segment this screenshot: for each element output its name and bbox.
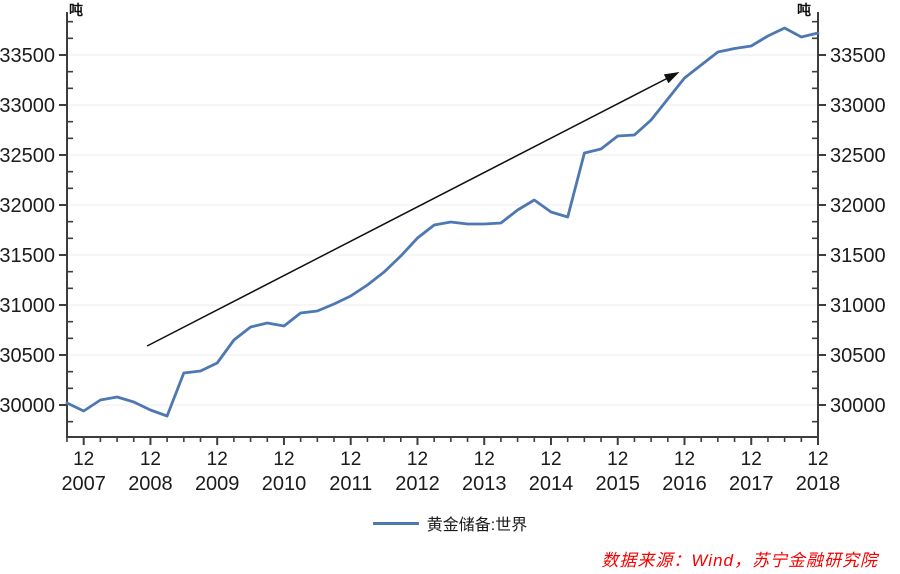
x-tick-month-label: 12 [674, 449, 695, 470]
x-tick-year-label: 2012 [395, 473, 440, 495]
y-tick-label: 33000 [0, 95, 55, 117]
y-tick-label: 33500 [0, 45, 55, 67]
y-tick-label: 31500 [830, 245, 886, 267]
x-tick-year-label: 2016 [662, 473, 707, 495]
x-tick-month-label: 12 [807, 449, 828, 470]
x-tick-month-label: 12 [273, 449, 294, 470]
x-tick-year-label: 2007 [61, 473, 106, 495]
y-tick-label: 31500 [0, 245, 55, 267]
y-tick-label: 31000 [830, 295, 886, 317]
series-line [65, 26, 820, 418]
trend-arrow-line [146, 75, 672, 347]
trend-arrow-head [663, 72, 680, 84]
x-tick-year-label: 2015 [595, 473, 640, 495]
x-tick-year-label: 2018 [796, 473, 841, 495]
x-tick-year-label: 2008 [128, 473, 173, 495]
y-tick-label: 33000 [830, 95, 886, 117]
x-tick-month-label: 12 [340, 449, 361, 470]
legend: 黄金储备:世界 [0, 512, 900, 534]
y-tick-label: 32000 [0, 195, 55, 217]
y-tick-label: 33500 [830, 45, 886, 67]
x-tick-year-label: 2011 [329, 473, 372, 495]
x-tick-month-label: 12 [73, 449, 94, 470]
x-tick-month-label: 12 [741, 449, 762, 470]
x-tick-month-label: 12 [540, 449, 561, 470]
x-tick-month-label: 12 [607, 449, 628, 470]
gold-reserves-chart: 30000 30000 30500 30500 31000 31000 31500 31500… [0, 12, 886, 495]
y-axis-unit-label-right: 吨 [797, 2, 811, 18]
legend-line-swatch [372, 521, 419, 525]
x-tick-year-label: 2010 [262, 473, 307, 495]
x-tick-month-label: 12 [474, 449, 495, 470]
source-note: 数据来源：Wind，苏宁金融研究院 [601, 551, 878, 570]
y-tick-label: 32500 [0, 145, 55, 167]
y-tick-label: 32000 [830, 195, 886, 217]
y-tick-label: 30500 [0, 345, 55, 367]
legend-label: 黄金储备:世界 [426, 517, 528, 534]
y-tick-label: 30000 [0, 395, 55, 417]
x-tick-year-label: 2009 [195, 473, 240, 495]
x-tick-year-label: 2017 [729, 473, 774, 495]
y-axis-unit-label-left: 吨 [69, 2, 83, 18]
y-tick-label: 32500 [830, 145, 886, 167]
x-tick-year-label: 2013 [462, 473, 507, 495]
x-tick-month-label: 12 [140, 449, 161, 470]
x-tick-month-label: 12 [407, 449, 428, 470]
y-tick-label: 31000 [0, 295, 55, 317]
y-tick-label: 30500 [830, 345, 886, 367]
y-tick-label: 30000 [830, 395, 886, 417]
x-tick-year-label: 2014 [529, 473, 574, 495]
x-tick-month-label: 12 [207, 449, 228, 470]
